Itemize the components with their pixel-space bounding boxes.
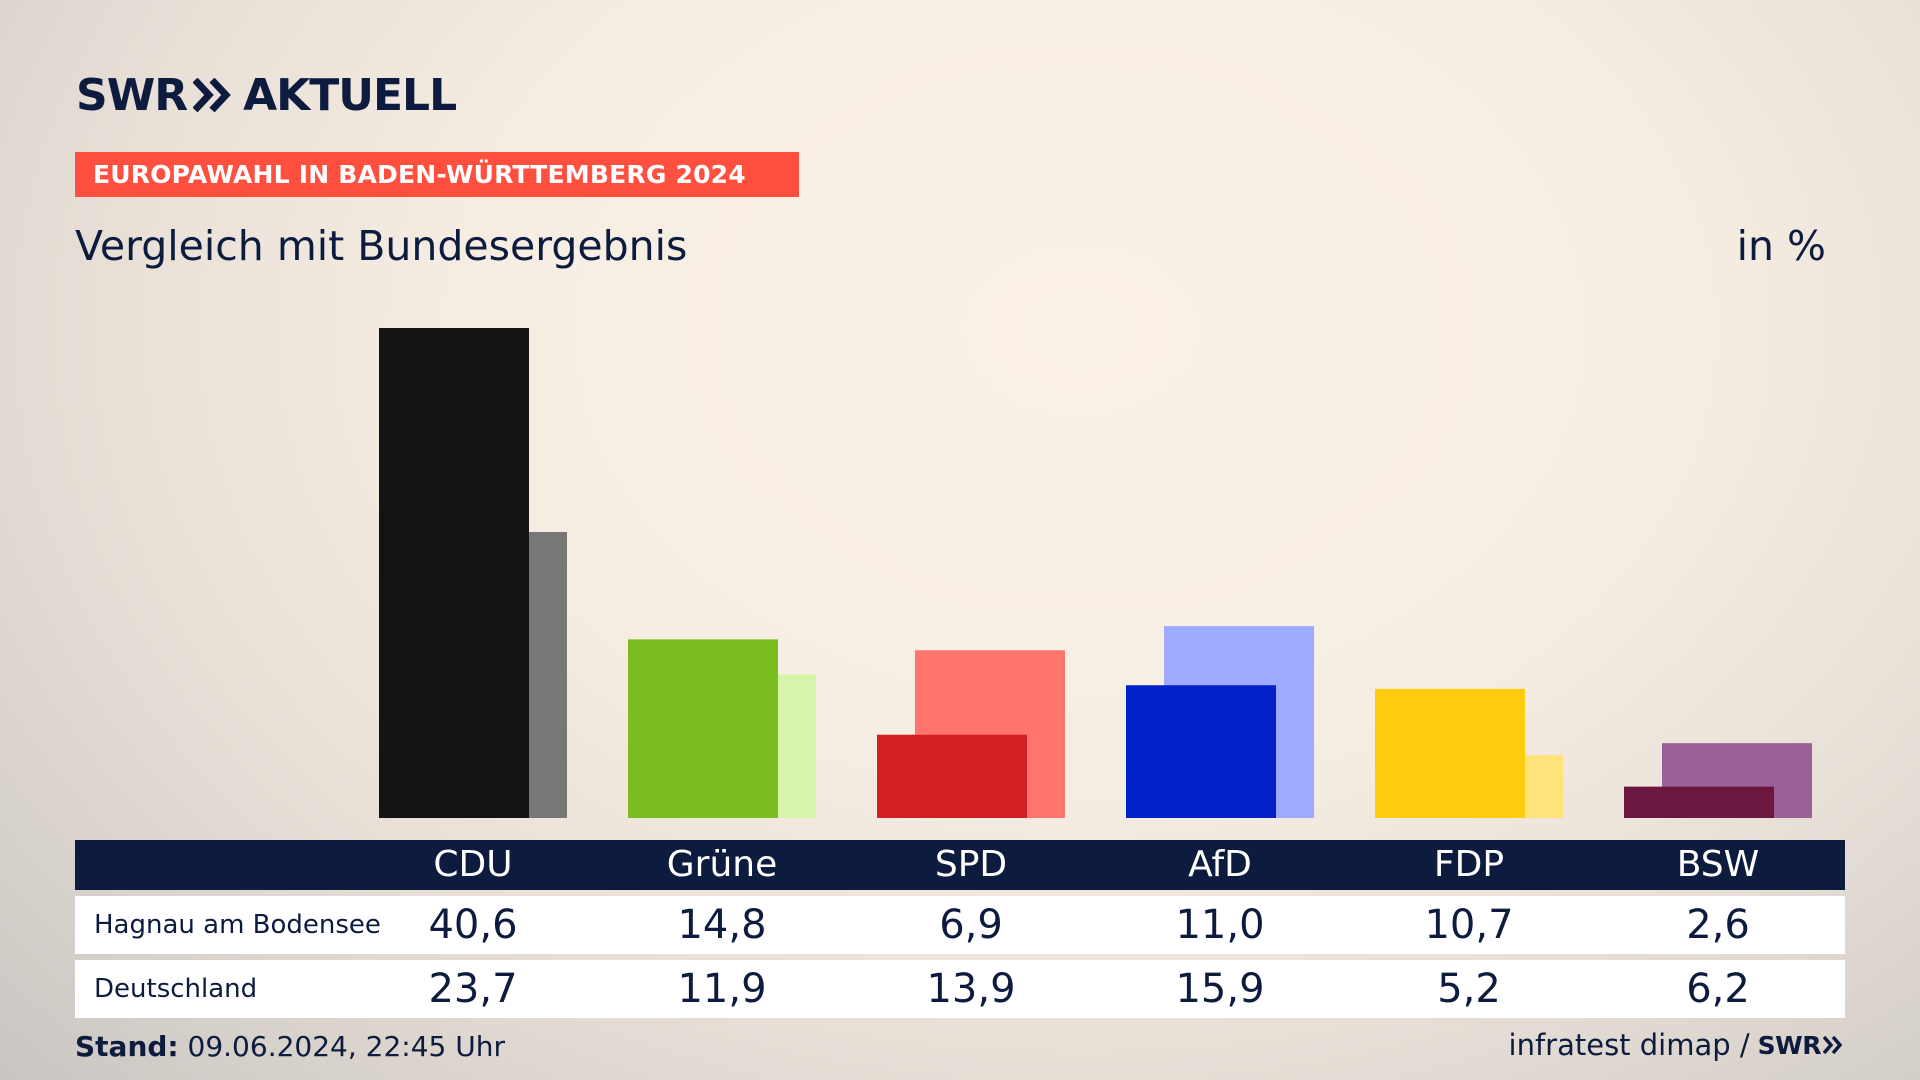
swr-mini-logo: SWR — [1757, 1030, 1822, 1060]
bar-hagnau-1 — [628, 639, 778, 818]
table-row: Deutschland 23,7 11,9 13,9 15,9 5,2 6,2 — [75, 960, 1845, 1018]
table-header: CDU Grüne SPD AfD FDP BSW — [75, 840, 1845, 890]
bar-hagnau-5 — [1624, 786, 1774, 818]
value-label: 23,7 — [428, 966, 518, 1012]
logo-swr-text: SWR — [76, 69, 188, 121]
party-label: BSW — [1676, 844, 1760, 885]
swr-aktuell-logo: SWR AKTUELL — [76, 69, 457, 121]
chart-subtitle: Vergleich mit Bundesergebnis — [75, 222, 688, 270]
unit-label: in % — [1736, 222, 1826, 270]
value-label: 11,9 — [677, 966, 767, 1012]
value-label: 2,6 — [1686, 902, 1750, 948]
party-label: FDP — [1433, 844, 1505, 885]
party-label: AfD — [1188, 844, 1252, 885]
party-label: Grüne — [666, 844, 778, 885]
bar-hagnau-0 — [379, 328, 529, 818]
source-text: infratest dimap / — [1508, 1028, 1750, 1062]
election-banner: EUROPAWAHL IN BADEN-WÜRTTEMBERG 2024 — [75, 152, 799, 197]
bar-hagnau-4 — [1375, 688, 1525, 818]
row-label: Hagnau am Bodensee — [94, 910, 381, 940]
table-row: Hagnau am Bodensee 40,6 14,8 6,9 11,0 10,7 2,… — [75, 896, 1845, 954]
double-chevron-icon — [193, 78, 231, 112]
value-label: 5,2 — [1437, 966, 1501, 1012]
value-label: 6,2 — [1686, 966, 1750, 1012]
results-table: CDU Grüne SPD AfD FDP BSW Hagnau am Bodensee … — [75, 840, 1845, 1018]
value-label: 6,9 — [939, 902, 1003, 948]
value-label: 14,8 — [677, 902, 767, 948]
double-chevron-icon — [1823, 1036, 1843, 1054]
party-label: CDU — [433, 844, 513, 885]
value-label: 11,0 — [1175, 902, 1265, 948]
row-label: Deutschland — [94, 974, 258, 1004]
value-label: 15,9 — [1175, 966, 1265, 1012]
value-label: 10,7 — [1424, 902, 1514, 948]
timestamp: Stand: 09.06.2024, 22:45 Uhr — [75, 1030, 505, 1063]
bar-chart — [379, 328, 1812, 818]
bar-hagnau-2 — [877, 734, 1027, 818]
party-label: SPD — [934, 844, 1008, 885]
bar-hagnau-3 — [1126, 685, 1276, 818]
stand-label: Stand: — [75, 1030, 179, 1063]
source-credit: infratest dimap / SWR — [1509, 1028, 1843, 1062]
stand-value: 09.06.2024, 22:45 Uhr — [187, 1030, 505, 1063]
logo-aktuell-text: AKTUELL — [243, 69, 457, 121]
value-label: 13,9 — [926, 966, 1016, 1012]
value-label: 40,6 — [428, 902, 518, 948]
